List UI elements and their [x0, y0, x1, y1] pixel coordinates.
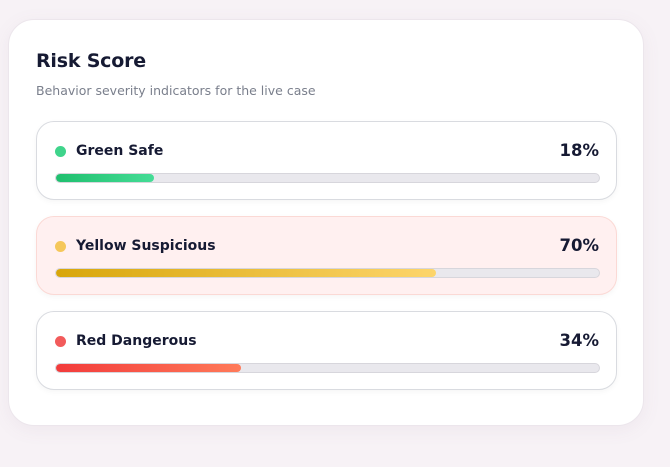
indicator-label: Green Safe: [76, 143, 164, 159]
progress-fill: [56, 174, 154, 182]
indicator-percent: 70%: [559, 236, 600, 255]
indicator-percent: 18%: [559, 141, 600, 160]
progress-track: [55, 268, 600, 278]
progress-fill: [56, 364, 241, 372]
indicator-percent: 34%: [559, 331, 600, 350]
progress-fill: [56, 269, 437, 277]
risk-score-card: Risk Score Behavior severity indicators …: [8, 19, 644, 426]
green-status-dot-icon: [55, 146, 66, 157]
red-status-dot-icon: [55, 336, 66, 347]
indicator-label: Red Dangerous: [76, 333, 197, 349]
indicator-yellow-suspicious: Yellow Suspicious 70%: [36, 216, 617, 295]
page-title: Risk Score: [36, 50, 146, 72]
progress-track: [55, 173, 600, 183]
progress-track: [55, 363, 600, 373]
indicator-label: Yellow Suspicious: [76, 238, 216, 254]
indicator-green-safe: Green Safe 18%: [36, 121, 617, 200]
indicator-red-dangerous: Red Dangerous 34%: [36, 311, 617, 390]
page-subtitle: Behavior severity indicators for the liv…: [36, 83, 316, 98]
yellow-status-dot-icon: [55, 241, 66, 252]
